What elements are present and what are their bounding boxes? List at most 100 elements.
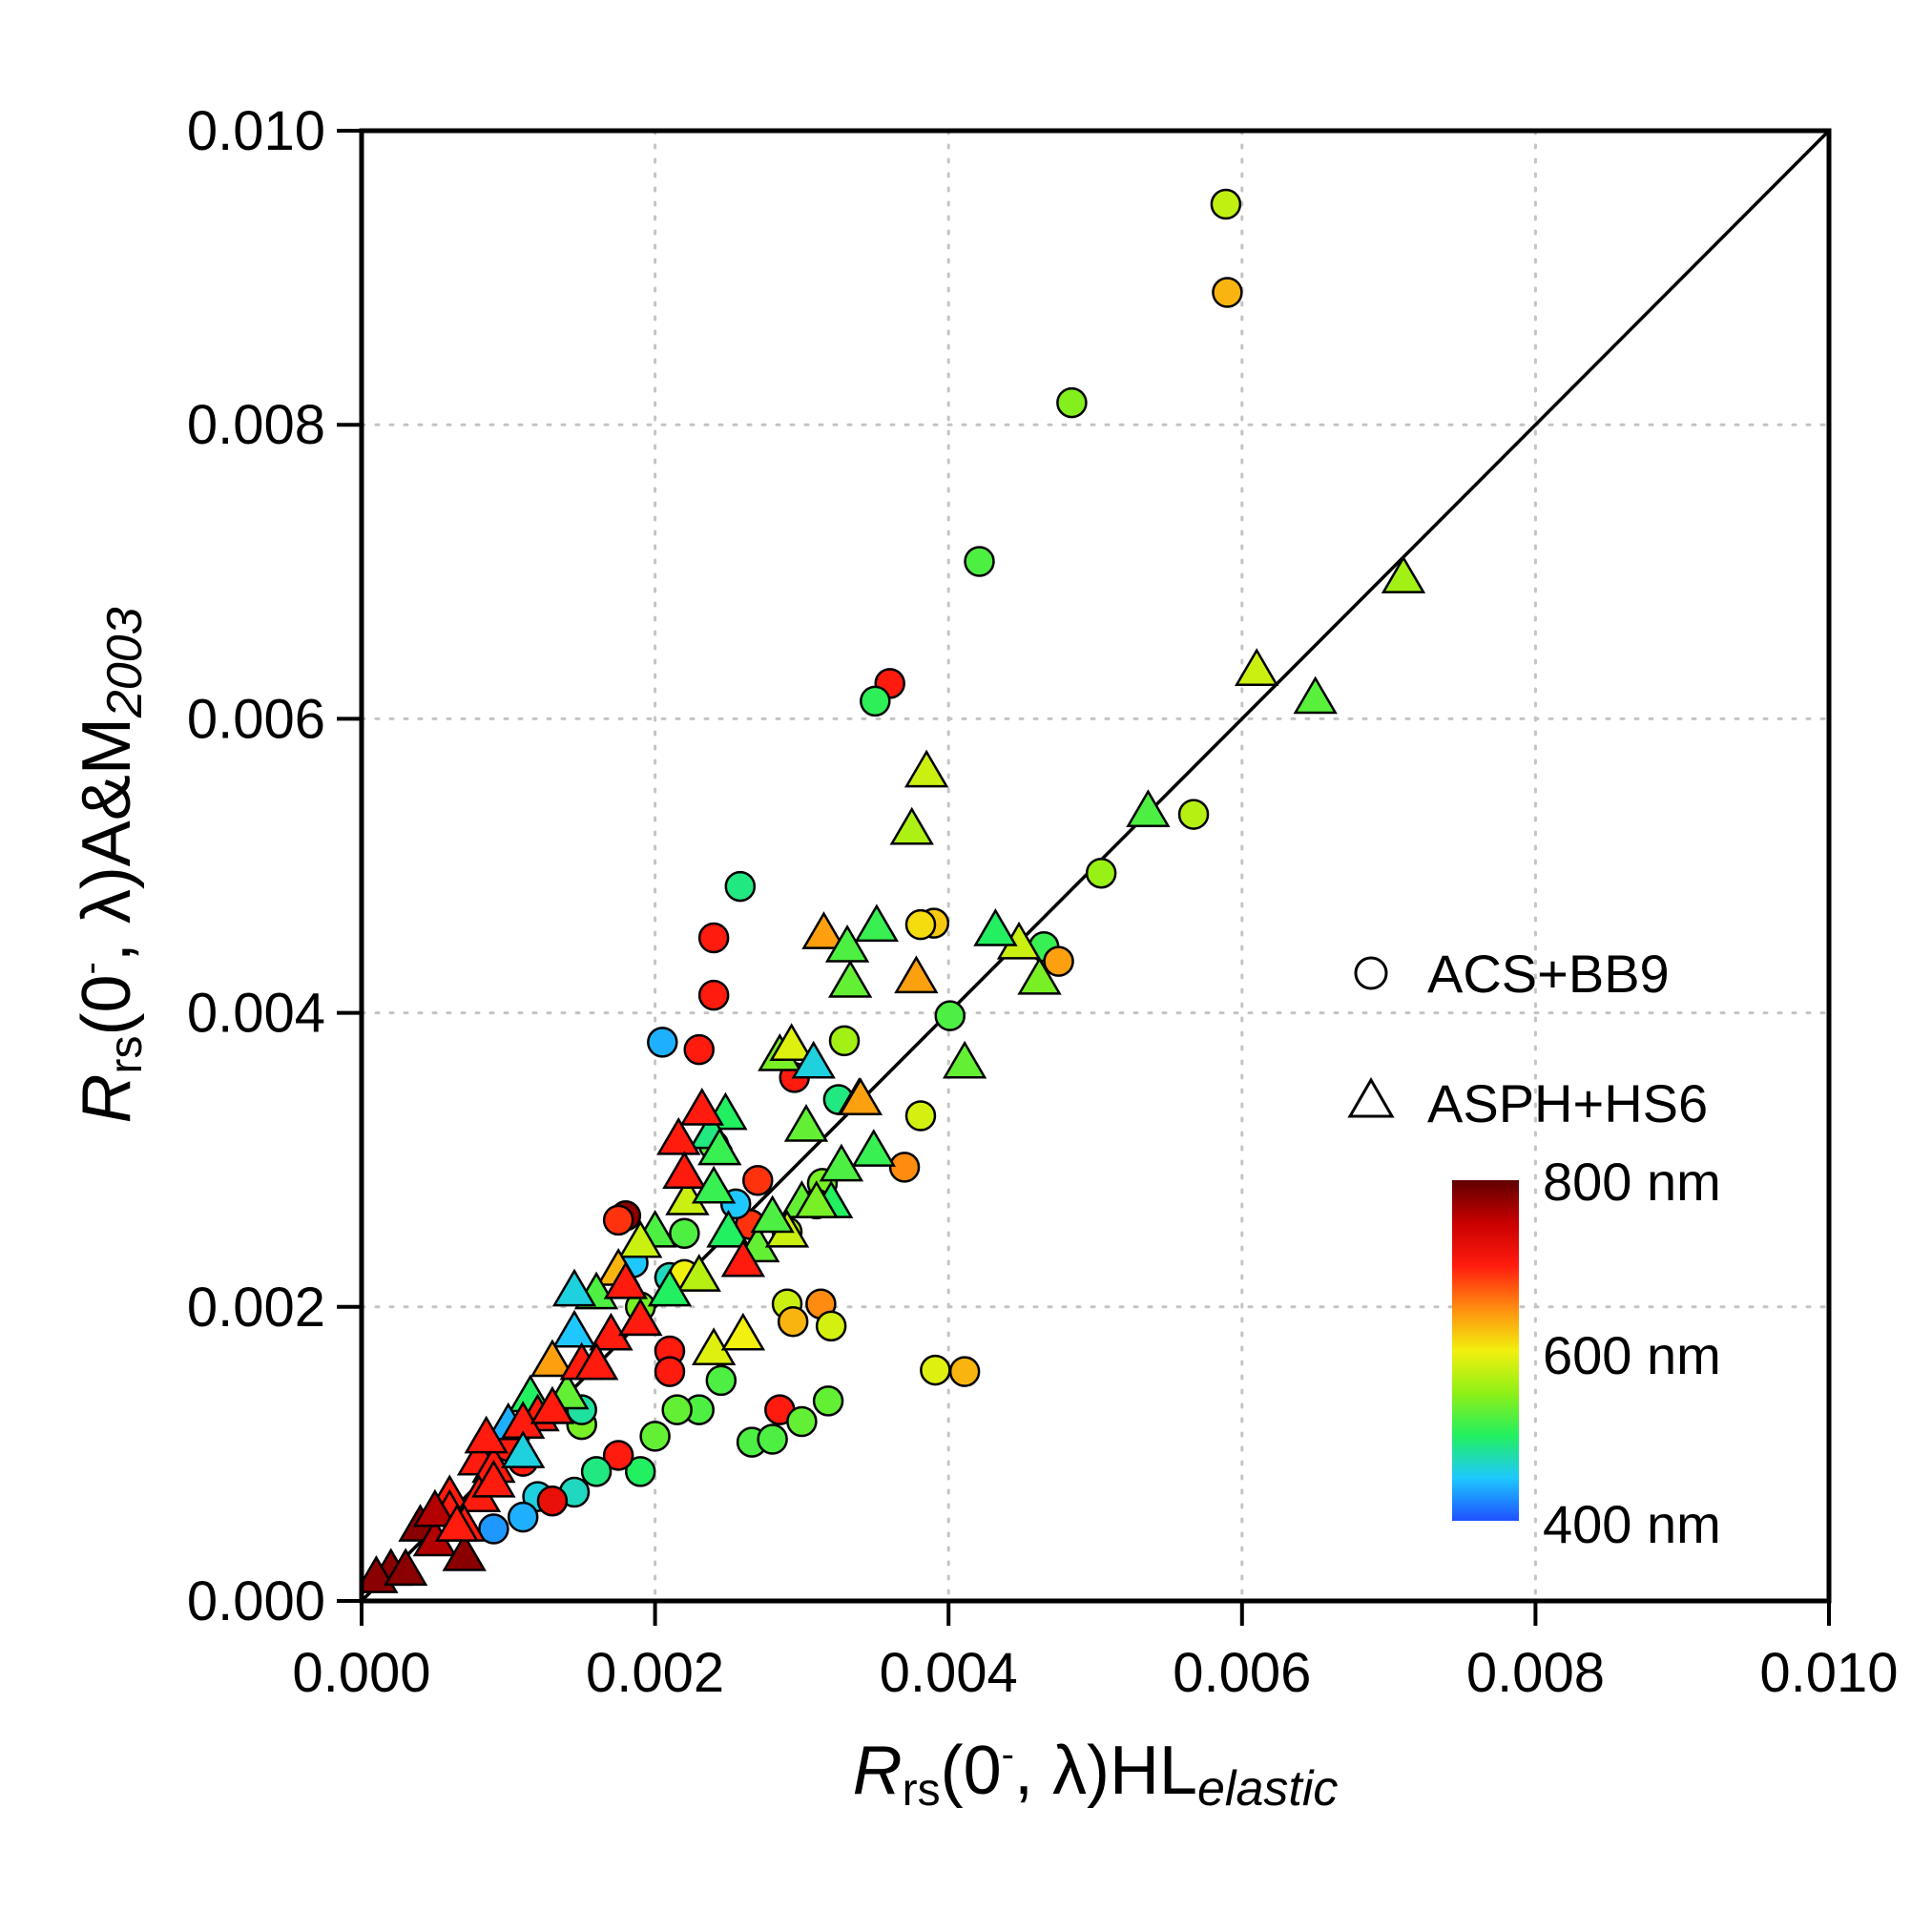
data-point-triangle	[501, 1430, 546, 1468]
data-point-circle	[934, 1000, 966, 1031]
y-tick-label: 0.008	[187, 394, 325, 456]
data-point-circle	[654, 1356, 686, 1387]
colorbar: 800 nm 600 nm 400 nm	[1452, 1152, 1721, 1554]
data-point-circle	[697, 922, 730, 954]
plot-frame	[359, 128, 1832, 1604]
data-point-triangle	[1126, 789, 1171, 827]
data-point-circle	[580, 1456, 613, 1487]
y-tick-label: 0.006	[187, 688, 325, 750]
data-point-triangle	[706, 1209, 751, 1248]
data-point-triangle	[894, 955, 939, 994]
x-axis-title-symbol: R	[853, 1733, 903, 1809]
x-axis-title-sup: -	[1002, 1734, 1014, 1776]
data-point-circle	[812, 1385, 844, 1417]
y-axis-title-sup: -	[70, 962, 112, 974]
data-point-circle	[1085, 857, 1117, 889]
data-point-circle	[828, 1025, 861, 1057]
data-point-triangle	[412, 1488, 458, 1527]
x-tick-label: 0.010	[1759, 1642, 1898, 1704]
data-point-triangle	[904, 749, 949, 788]
x-tick-label: 0.008	[1466, 1642, 1605, 1704]
y-axis-title-arg-close: , λ)A&M	[69, 717, 145, 962]
x-tick-label: 0.006	[1173, 1642, 1311, 1704]
x-axis-title-sub: rs	[903, 1765, 941, 1816]
data-point-triangle	[973, 908, 1018, 946]
data-point-triangle	[551, 1268, 597, 1307]
data-point-circle	[1177, 799, 1210, 830]
data-point-triangle	[851, 1129, 896, 1167]
data-point-triangle	[697, 1127, 742, 1166]
data-point-triangle	[769, 1023, 814, 1061]
data-point-circle	[1043, 945, 1074, 977]
data-point-circle	[624, 1456, 656, 1487]
x-tick-label: 0.002	[586, 1642, 724, 1704]
axis-ticks: 0.000 0.002 0.004 0.006 0.008 0.010 0.000 0.002…	[187, 100, 1899, 1704]
y-tick-label: 0.004	[187, 983, 325, 1045]
data-point-triangle	[656, 1116, 701, 1155]
data-point-circle	[639, 1421, 671, 1452]
data-point-triangle	[691, 1165, 737, 1204]
data-point-circle	[669, 1217, 700, 1249]
data-point-circle	[1210, 188, 1242, 220]
x-axis-title-tail: elastic	[1197, 1761, 1338, 1817]
data-point-circle	[705, 1364, 737, 1397]
data-point-circle	[860, 685, 891, 717]
data-point-circle	[920, 1354, 951, 1386]
data-point-circle	[1056, 386, 1088, 419]
grid-lines	[360, 129, 1831, 1603]
data-point-circle	[507, 1501, 539, 1533]
data-point-circle	[904, 908, 937, 941]
data-point-triangle	[750, 1195, 795, 1234]
x-tick-label: 0.004	[880, 1642, 1018, 1704]
legend-triangle-marker	[1347, 1077, 1395, 1118]
legend-circle-marker	[1354, 956, 1388, 990]
data-point-circle	[948, 1356, 981, 1387]
data-point-circle	[602, 1204, 634, 1236]
x-axis-title: Rrs(0-, λ)HLelastic	[853, 1733, 1339, 1817]
data-point-triangle	[618, 1298, 663, 1337]
data-point-triangle	[551, 1309, 597, 1348]
y-axis-title-arg: (0	[69, 975, 145, 1036]
data-point-circle	[777, 1305, 809, 1338]
data-point-triangle	[720, 1238, 766, 1278]
data-point-circle	[478, 1513, 509, 1545]
data-point-triangle	[383, 1548, 428, 1587]
data-point-triangle	[1017, 956, 1062, 995]
data-point-triangle	[819, 1143, 864, 1182]
data-point-circle	[964, 546, 995, 577]
data-point-triangle	[442, 1532, 487, 1571]
data-point-triangle	[464, 1415, 509, 1454]
data-point-circle	[786, 1405, 818, 1438]
data-point-triangle	[1293, 675, 1338, 715]
x-axis-title-arg: (0	[941, 1733, 1002, 1809]
data-point-triangle	[838, 1077, 883, 1115]
data-point-circle	[888, 1152, 921, 1183]
data-point-triangle	[889, 806, 934, 845]
colorbar-label-600: 600 nm	[1543, 1325, 1721, 1385]
data-point-triangle	[783, 1103, 829, 1142]
data-point-circle	[536, 1485, 569, 1517]
x-tick-label: 0.000	[292, 1642, 430, 1704]
data-point-triangle	[942, 1040, 987, 1079]
y-tick-label: 0.000	[187, 1570, 325, 1632]
data-point-circle	[724, 870, 757, 903]
y-axis-title-symbol: R	[69, 1074, 145, 1124]
y-tick-label: 0.010	[187, 100, 325, 162]
data-point-triangle	[662, 1151, 707, 1190]
data-point-circle	[1212, 277, 1243, 308]
data-point-circle	[815, 1310, 847, 1342]
data-point-triangle	[1235, 648, 1279, 687]
data-point-triangle	[794, 1180, 839, 1218]
data-point-triangle	[618, 1219, 663, 1258]
y-axis-title: Rrs(0-, λ)A&M2003	[69, 607, 153, 1123]
data-point-triangle	[679, 1088, 724, 1126]
y-axis-title-tail: 2003	[97, 607, 153, 718]
legend: ACS+BB9 ASPH+HS6	[1347, 944, 1708, 1133]
data-point-circle	[683, 1033, 715, 1066]
colorbar-gradient	[1452, 1180, 1519, 1521]
data-point-triangle	[801, 911, 846, 949]
data-point-triangle	[854, 904, 900, 943]
colorbar-label-400: 400 nm	[1543, 1494, 1721, 1554]
data-point-circle	[661, 1394, 693, 1425]
data-point-triangle	[647, 1268, 693, 1307]
